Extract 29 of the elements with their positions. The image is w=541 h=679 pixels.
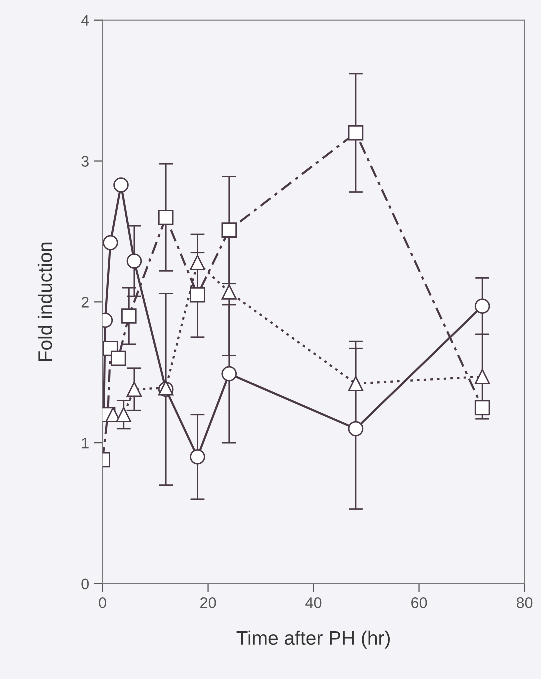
x-tick-label: 0 <box>99 598 106 608</box>
point <box>222 222 238 238</box>
point <box>126 382 142 398</box>
point <box>348 125 364 141</box>
y-tick-label: 2 <box>82 297 89 308</box>
point <box>126 254 142 269</box>
point <box>222 284 238 300</box>
point <box>190 255 206 270</box>
x-tick-label: 60 <box>412 598 428 608</box>
y-tick-label: 0 <box>82 578 89 590</box>
x-axis-title: Time after PH (hr) <box>236 630 390 649</box>
point <box>222 366 238 382</box>
y-tick-label: 3 <box>82 156 89 167</box>
point <box>474 369 490 384</box>
y-tick-label: 1 <box>82 438 89 449</box>
point <box>110 350 126 366</box>
x-tick-label: 40 <box>306 598 322 608</box>
y-axis-title: Fold induction <box>38 242 52 362</box>
point <box>190 287 206 303</box>
x-tick-label: 20 <box>200 598 216 608</box>
point <box>474 298 490 314</box>
y-tick-label: 4 <box>81 15 90 26</box>
point <box>114 178 129 193</box>
point <box>190 449 206 465</box>
point <box>158 210 174 226</box>
point <box>122 308 137 324</box>
x-tick-label: 80 <box>516 598 533 608</box>
point <box>348 421 364 437</box>
point <box>103 235 118 251</box>
